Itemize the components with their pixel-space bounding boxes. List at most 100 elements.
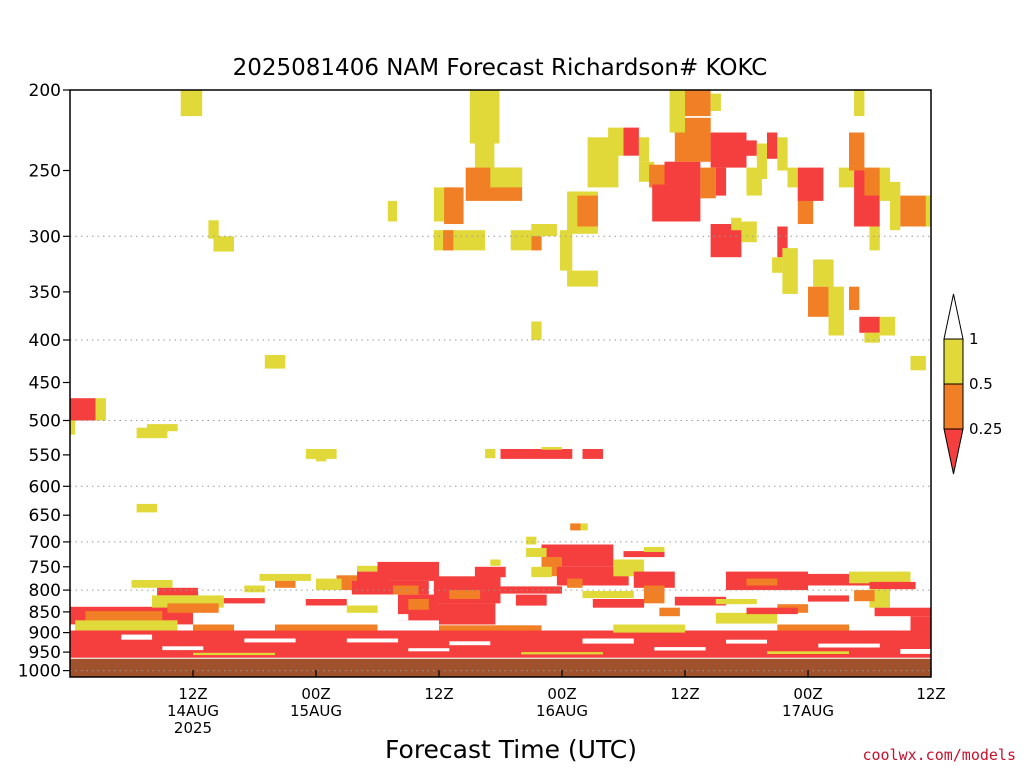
heatmap-cell [531,224,557,237]
heatmap-cell [849,132,865,171]
heatmap-cell [75,620,178,631]
heatmap-cell [469,90,500,144]
heatmap-cell [787,167,798,188]
heatmap-cell [731,217,742,231]
heatmap-gap [408,648,450,652]
heatmap-gap [582,638,634,644]
heatmap-cell [275,624,378,631]
heatmap-cell [925,195,931,227]
heatmap-cell [387,200,397,222]
heatmap-cell [70,398,96,421]
heatmap-cell [777,624,850,631]
x-tick-label: 00Z [301,685,330,703]
heatmap-cell [890,181,901,231]
plot-area [70,90,932,677]
heatmap-cell [777,226,788,258]
heatmap-cell [316,578,342,591]
heatmap-cell [652,184,667,222]
heatmap-gap [449,641,491,646]
heatmap-cell [849,286,860,310]
heatmap-gap [562,617,603,622]
heatmap-cell [874,607,931,617]
x-tick-label: 00Z [547,685,576,703]
heatmap-cell [567,270,598,287]
heatmap-cell [70,655,931,658]
colorbar: 1 0.5 0.25 [943,293,1002,475]
heatmap-cell [531,321,542,340]
y-tick-label: 650 [29,506,61,526]
heatmap-gap [654,647,706,651]
heatmap-cell [95,398,106,421]
heatmap-cell [377,561,439,581]
heatmap-cell [782,248,798,294]
heatmap-cell [567,578,583,588]
heatmap-cell [490,167,523,188]
x-tick-label: 00Z [793,685,822,703]
gridlines [70,235,931,672]
heatmap-cell [474,566,506,578]
heatmap-cell [582,591,634,599]
heatmap-cell [167,603,219,613]
heatmap-cell [580,523,588,531]
heatmap-cell [659,607,680,617]
y-tick-label: 350 [29,283,61,303]
heatmap-cell [828,286,844,336]
heatmap-gap [818,643,880,648]
heatmap-cell [510,230,532,251]
heatmap-cell [577,195,598,227]
y-tick-label: 750 [29,558,61,578]
heatmap-cell [264,355,286,369]
heatmap-cell [669,90,685,133]
heatmap-cell [449,590,481,599]
heatmap-cell [439,603,496,625]
heatmap-cell [531,230,542,251]
heatmap-cell [808,595,849,602]
heatmap-cell [157,587,199,596]
heatmap-cell [592,599,645,608]
heatmap-gap [346,638,399,643]
heatmap-gap [244,638,296,643]
y-tick-label: 900 [29,624,61,644]
chart-title: 2025081406 NAM Forecast Richardson# KOKC [233,55,768,81]
y-tick-label: 550 [29,446,61,466]
heatmap-cell [474,140,495,171]
heatmap-cell [649,164,665,188]
heatmap-cell [357,565,378,572]
heatmap-cell [864,332,880,343]
heatmap-cell [849,571,911,584]
heatmap-cell [741,221,757,243]
heatmap-cell [136,427,168,439]
x-tick-label: 17AUG [782,702,834,720]
heatmap-cell [146,424,178,432]
heatmap-cell [433,230,486,251]
heatmap-gap [808,617,844,622]
heatmap-cell [223,598,265,604]
y-tick-label: 600 [29,477,61,497]
heatmap-cell [869,589,890,608]
heatmap-cell [259,573,311,581]
heatmap-cell [70,420,76,435]
heatmap-cell [879,167,891,201]
heatmap-cell [900,195,926,227]
y-tick-label: 400 [29,331,61,351]
x-tick-label: 14AUG [167,702,219,720]
heatmap-cell [644,547,665,552]
heatmap-gap [674,618,716,623]
heatmap-cell [638,137,650,162]
y-tick-label: 800 [29,581,61,601]
heatmap-gap [751,590,767,595]
y-tick-label: 250 [29,162,61,182]
heatmap-gap [162,646,204,651]
heatmap-cell [208,220,219,239]
heatmap-gap [505,609,552,617]
heatmap-cell [613,624,686,633]
heatmap-cell [623,551,665,558]
x-tick-label: 12Z [670,685,699,703]
heatmap-cell [439,625,542,631]
y-tick-label: 200 [29,81,61,101]
heatmap-cell [685,90,711,117]
heatmap-cell [443,230,454,251]
heatmap-cell [336,575,357,590]
heatmap-gap [223,607,265,613]
colorbar-tick-label: 0.25 [969,420,1002,438]
